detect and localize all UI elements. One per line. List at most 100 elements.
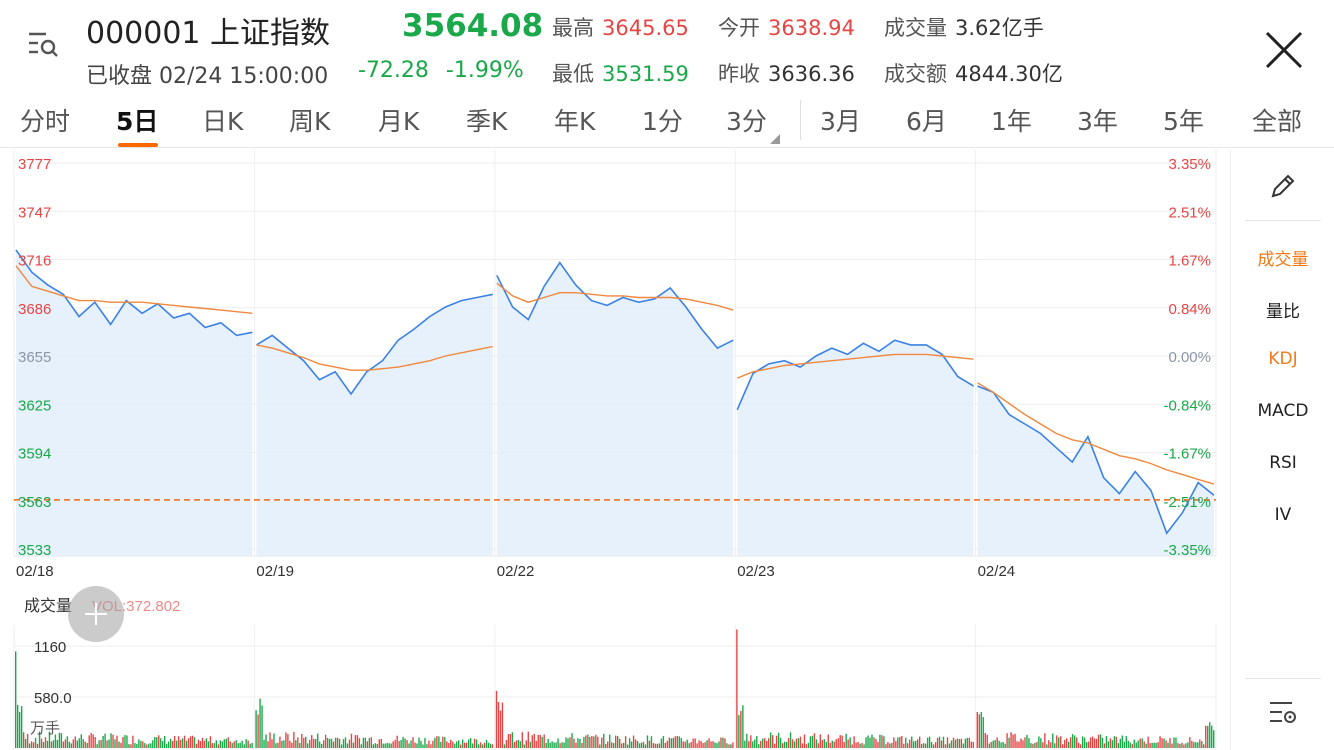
volume-bar: [177, 736, 180, 748]
indicator-settings-icon[interactable]: [1231, 698, 1334, 733]
indicator-volume-ratio[interactable]: 量比: [1266, 302, 1300, 322]
volume-bar: [916, 739, 919, 748]
tab-3month[interactable]: 3月: [820, 107, 861, 136]
menu-icon[interactable]: [26, 28, 60, 62]
volume-bar: [585, 735, 587, 748]
volume-bar: [293, 732, 295, 748]
volume-bar: [767, 738, 770, 748]
volume-bar: [934, 742, 937, 748]
volume-bar: [1111, 740, 1114, 748]
volume-bar: [249, 743, 251, 748]
volume-bar: [1020, 738, 1022, 748]
indicator-rsi[interactable]: RSI: [1269, 453, 1297, 473]
volume-bar: [273, 733, 275, 748]
indicator-volume[interactable]: 成交量: [1257, 250, 1309, 270]
volume-bar: [82, 739, 84, 748]
volume-bar: [86, 742, 88, 748]
volume-bar: [70, 743, 73, 748]
volume-bar: [26, 733, 29, 748]
volume-bar: [801, 743, 804, 748]
volume-bar: [428, 740, 430, 748]
volume-bar: [611, 742, 613, 748]
volume-bar: [712, 741, 714, 748]
volume-bar: [948, 743, 951, 748]
price-chart[interactable]: 3777 3.35% 3747 2.51% 3716 1.67% 3686 0.84% 3655…: [0, 150, 1230, 750]
volume-bar: [424, 737, 426, 748]
volume-bar: [873, 737, 875, 748]
volume-bar: [634, 739, 637, 748]
y-tick-right: -0.84%: [1163, 397, 1211, 414]
volume-bar: [462, 739, 464, 748]
volume-bar: [785, 742, 788, 748]
tab-yearly-k[interactable]: 年K: [554, 107, 596, 136]
volume-bar: [1213, 730, 1215, 748]
volume-bar: [654, 743, 657, 748]
volume-bar: [1071, 734, 1074, 748]
volume-bar: [1107, 741, 1110, 748]
tab-3min[interactable]: 3分: [726, 107, 767, 136]
volume-bar: [243, 744, 245, 748]
indicator-kdj[interactable]: KDJ: [1268, 349, 1298, 369]
tab-weekly-k[interactable]: 周K: [289, 107, 331, 136]
volume-bar: [1125, 736, 1127, 748]
volume-bar: [771, 735, 774, 748]
volume-bar: [885, 744, 887, 748]
volume-bar: [311, 735, 313, 748]
tab-5day[interactable]: 5日: [116, 107, 159, 136]
tab-6month[interactable]: 6月: [906, 107, 947, 136]
dropdown-triangle-icon[interactable]: [770, 134, 780, 144]
volume-bar: [1167, 742, 1169, 748]
volume-bar: [825, 741, 827, 748]
volume-bar: [400, 739, 402, 748]
volume-bar: [203, 740, 206, 748]
tab-all[interactable]: 全部: [1252, 107, 1303, 136]
volume-bar: [1195, 742, 1197, 748]
volume-bar: [189, 736, 192, 748]
volume-bar: [640, 742, 643, 748]
volume-bar: [928, 736, 931, 748]
volume-bar: [90, 733, 92, 748]
tab-daily-k[interactable]: 日K: [202, 107, 244, 136]
volume-bar: [942, 736, 945, 748]
volume-bar: [1103, 743, 1106, 748]
volume-bar: [287, 734, 289, 748]
add-indicator-button[interactable]: [68, 586, 124, 642]
tab-monthly-k[interactable]: 月K: [378, 107, 420, 136]
volume-bar: [72, 739, 74, 748]
tab-quarterly-k[interactable]: 季K: [466, 107, 508, 136]
volume-bar: [607, 741, 609, 748]
volume-bar: [893, 737, 895, 748]
volume-bar: [535, 740, 537, 748]
volume-bar: [1077, 742, 1080, 748]
tab-5year[interactable]: 5年: [1163, 107, 1204, 136]
volume-bar: [597, 736, 599, 748]
price-change: -72.28 -1.99%: [358, 58, 524, 83]
close-icon[interactable]: [1262, 28, 1306, 72]
tab-3year[interactable]: 3年: [1077, 107, 1118, 136]
volume-bar: [1189, 737, 1191, 748]
volume-bar: [762, 738, 764, 748]
indicator-macd[interactable]: MACD: [1257, 401, 1309, 421]
stat-prev-close: 昨收 3636.36: [718, 62, 855, 86]
tab-1year[interactable]: 1年: [991, 107, 1032, 136]
volume-bar: [295, 740, 297, 748]
y-tick-right: 0.00%: [1168, 349, 1211, 366]
volume-bar: [724, 738, 726, 748]
volume-bar: [430, 744, 432, 748]
price-area-02/19: [256, 294, 493, 556]
tab-1min[interactable]: 1分: [642, 107, 683, 136]
volume-bar: [549, 742, 551, 748]
edit-icon[interactable]: [1231, 170, 1334, 207]
volume-bar: [845, 733, 847, 748]
volume-bar: [968, 737, 971, 748]
volume-bar: [454, 743, 456, 748]
volume-bar: [1095, 738, 1098, 748]
volume-bar: [1050, 742, 1052, 748]
volume-bar: [446, 741, 448, 748]
volume-bar: [501, 702, 504, 748]
volume-bar: [80, 734, 82, 748]
volume-bar: [527, 731, 529, 748]
volume-bar: [684, 741, 686, 748]
indicator-iv[interactable]: IV: [1274, 505, 1292, 525]
tab-intraday[interactable]: 分时: [20, 107, 71, 136]
